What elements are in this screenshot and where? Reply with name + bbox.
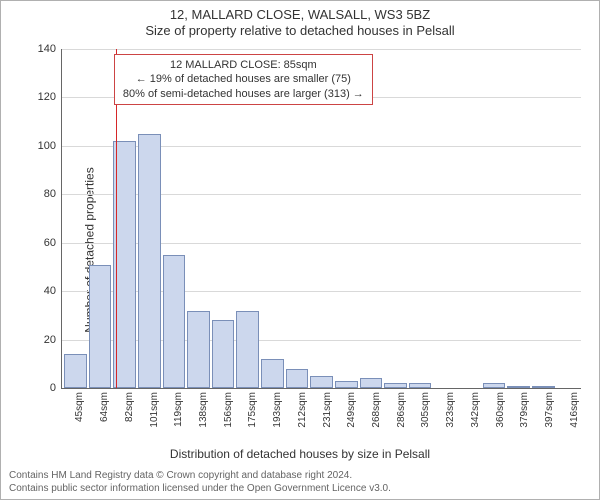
x-tick-label: 119sqm: [173, 392, 184, 427]
x-tick-label: 156sqm: [223, 392, 234, 428]
x-tick-label: 231sqm: [322, 392, 333, 428]
histogram-bar: [384, 383, 407, 388]
x-tick-label: 397sqm: [544, 392, 555, 428]
histogram-bar: [286, 369, 309, 388]
title-sub: Size of property relative to detached ho…: [1, 23, 599, 38]
histogram-bar: [310, 376, 333, 388]
histogram-bar: [360, 378, 383, 388]
histogram-bar: [138, 134, 161, 388]
x-tick-label: 379sqm: [519, 392, 530, 428]
histogram-bar: [64, 354, 87, 388]
histogram-bar: [507, 386, 530, 388]
histogram-bar: [261, 359, 284, 388]
x-tick-label: 416sqm: [569, 392, 580, 428]
callout-line: 80% of semi-detached houses are larger (…: [123, 87, 364, 101]
y-tick-label: 20: [44, 334, 56, 346]
x-tick-label: 342sqm: [470, 392, 481, 428]
title-main: 12, MALLARD CLOSE, WALSALL, WS3 5BZ: [1, 7, 599, 22]
x-tick-label: 360sqm: [495, 392, 506, 428]
x-tick-label: 101sqm: [149, 392, 160, 428]
x-tick-label: 212sqm: [297, 392, 308, 428]
chart-container: 12, MALLARD CLOSE, WALSALL, WS3 5BZ Size…: [0, 0, 600, 500]
x-tick-label: 268sqm: [371, 392, 382, 428]
legal-notice: Contains HM Land Registry data © Crown c…: [9, 470, 391, 495]
x-tick-label: 249sqm: [346, 392, 357, 428]
y-tick-label: 60: [44, 237, 56, 249]
y-tick-label: 80: [44, 188, 56, 200]
histogram-bar: [236, 311, 259, 388]
legal-line-1: Contains HM Land Registry data © Crown c…: [9, 470, 391, 483]
x-tick-label: 286sqm: [396, 392, 407, 428]
histogram-bar: [212, 320, 235, 388]
y-tick-label: 100: [38, 140, 56, 152]
y-tick-label: 0: [50, 382, 56, 394]
callout-box: 12 MALLARD CLOSE: 85sqm← 19% of detached…: [114, 54, 373, 105]
y-tick-label: 40: [44, 285, 56, 297]
x-tick-label: 175sqm: [247, 392, 258, 428]
x-tick-label: 45sqm: [74, 392, 85, 422]
x-tick-label: 82sqm: [124, 392, 135, 422]
x-axis-label: Distribution of detached houses by size …: [1, 447, 599, 461]
histogram-bar: [409, 383, 432, 388]
legal-line-2: Contains public sector information licen…: [9, 483, 391, 496]
x-tick-label: 323sqm: [445, 392, 456, 428]
x-tick-label: 64sqm: [99, 392, 110, 422]
histogram-bar: [483, 383, 506, 388]
histogram-bar: [89, 265, 112, 388]
x-tick-label: 305sqm: [420, 392, 431, 428]
histogram-bar: [532, 386, 555, 388]
callout-line: ← 19% of detached houses are smaller (75…: [123, 72, 364, 86]
plot-area: 02040608010012014045sqm64sqm82sqm101sqm1…: [61, 49, 581, 389]
histogram-bar: [187, 311, 210, 388]
y-tick-label: 120: [38, 91, 56, 103]
callout-line: 12 MALLARD CLOSE: 85sqm: [123, 58, 364, 72]
x-tick-label: 138sqm: [198, 392, 209, 428]
histogram-bar: [335, 381, 358, 388]
y-tick-label: 140: [38, 43, 56, 55]
histogram-bar: [163, 255, 186, 388]
x-tick-label: 193sqm: [272, 392, 283, 428]
